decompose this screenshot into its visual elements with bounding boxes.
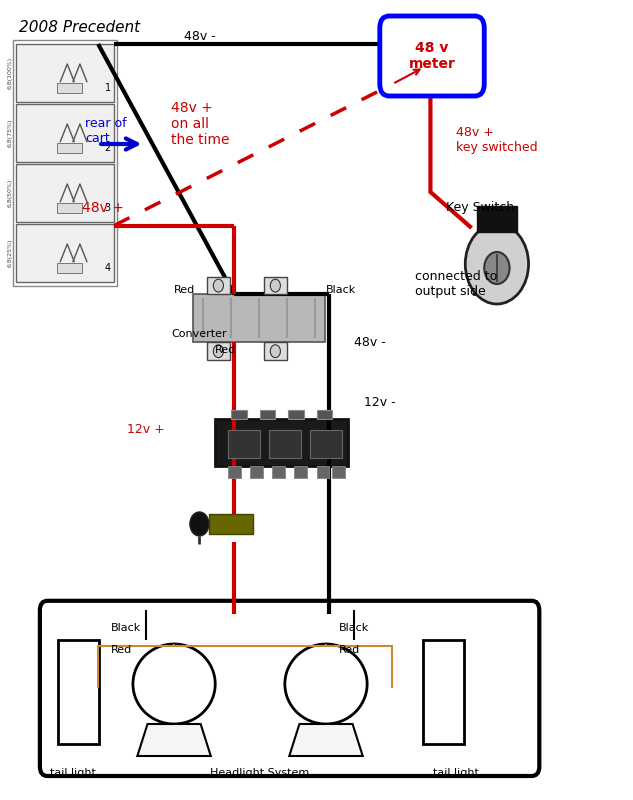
Bar	[272, 466, 285, 478]
Circle shape	[270, 345, 280, 358]
Bar	[264, 277, 287, 294]
Circle shape	[190, 512, 209, 536]
Bar	[423, 640, 464, 744]
FancyBboxPatch shape	[40, 601, 539, 776]
Bar	[288, 410, 304, 419]
Text: 6,8(100%): 6,8(100%)	[8, 57, 13, 89]
Bar	[316, 410, 332, 419]
Text: 48v -: 48v -	[354, 336, 386, 349]
Text: 4: 4	[104, 263, 111, 273]
Bar	[209, 514, 253, 534]
Bar	[269, 430, 301, 458]
Circle shape	[213, 279, 223, 292]
Polygon shape	[289, 724, 363, 756]
Bar	[58, 640, 99, 744]
Ellipse shape	[133, 644, 215, 724]
Text: 48v +
on all
the time: 48v + on all the time	[171, 101, 229, 147]
Bar	[16, 44, 114, 102]
Bar	[193, 294, 325, 342]
Bar	[231, 410, 247, 419]
Text: tail light: tail light	[433, 768, 479, 778]
Bar	[250, 466, 263, 478]
Circle shape	[484, 252, 510, 284]
Text: tail light: tail light	[50, 768, 96, 778]
Text: 48v -: 48v -	[184, 30, 215, 42]
Bar	[310, 430, 342, 458]
Bar	[294, 466, 307, 478]
Text: 6,8(75%): 6,8(75%)	[8, 118, 13, 147]
Ellipse shape	[285, 644, 367, 724]
Text: Converter: Converter	[171, 330, 227, 339]
Bar	[13, 40, 117, 286]
Bar	[477, 206, 517, 232]
Bar	[57, 143, 82, 153]
Text: connected to
output side: connected to output side	[415, 270, 497, 298]
Text: rear of
cart: rear of cart	[85, 118, 127, 146]
Text: 2008 Precedent: 2008 Precedent	[19, 20, 140, 34]
Text: Red: Red	[111, 645, 132, 654]
FancyBboxPatch shape	[380, 16, 484, 96]
Text: Red: Red	[215, 345, 237, 354]
Text: 6,8(25%): 6,8(25%)	[8, 238, 13, 267]
Text: 6,8(50%): 6,8(50%)	[8, 178, 13, 207]
Bar	[57, 263, 82, 273]
Text: Black: Black	[326, 285, 356, 294]
Bar	[228, 430, 260, 458]
Polygon shape	[137, 724, 211, 756]
Bar	[57, 83, 82, 93]
Text: 12v -: 12v -	[364, 396, 396, 409]
Text: 3: 3	[104, 203, 111, 213]
Text: 12v +: 12v +	[127, 423, 165, 436]
Bar	[316, 466, 329, 478]
Bar	[57, 203, 82, 213]
Text: 48v +: 48v +	[82, 201, 124, 215]
Bar	[228, 466, 241, 478]
Text: 1: 1	[104, 83, 111, 93]
Text: Key Switch: Key Switch	[446, 202, 515, 214]
Bar	[16, 224, 114, 282]
Bar	[264, 342, 287, 360]
Text: Headlight System: Headlight System	[210, 768, 309, 778]
Bar	[16, 164, 114, 222]
Text: 2: 2	[104, 143, 111, 153]
Circle shape	[465, 224, 529, 304]
Text: Black: Black	[111, 623, 141, 633]
Bar	[207, 342, 230, 360]
Text: Red: Red	[174, 285, 196, 294]
Bar	[16, 104, 114, 162]
Circle shape	[270, 279, 280, 292]
Text: Red: Red	[339, 645, 360, 654]
Bar	[332, 466, 345, 478]
Bar	[215, 419, 348, 466]
Text: Black: Black	[339, 623, 369, 633]
Bar	[260, 410, 275, 419]
Circle shape	[213, 345, 223, 358]
Text: 48v +
key switched: 48v + key switched	[456, 126, 537, 154]
Text: 48 v
meter: 48 v meter	[408, 41, 456, 71]
Bar	[207, 277, 230, 294]
